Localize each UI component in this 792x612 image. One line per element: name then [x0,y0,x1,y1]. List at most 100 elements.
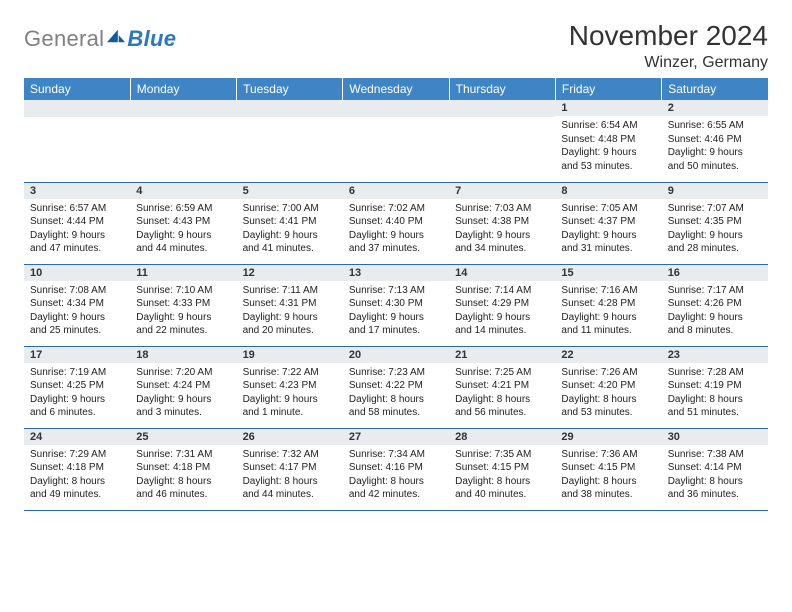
daylight-line: Daylight: 8 hours and 42 minutes. [349,475,443,502]
daylight-line: Daylight: 8 hours and 49 minutes. [30,475,124,502]
sunset-line: Sunset: 4:29 PM [455,297,549,311]
calendar-day-cell [449,100,555,182]
calendar-day-cell: 15Sunrise: 7:16 AMSunset: 4:28 PMDayligh… [555,264,661,346]
day-details: Sunrise: 7:20 AMSunset: 4:24 PMDaylight:… [130,363,236,424]
calendar-day-cell: 29Sunrise: 7:36 AMSunset: 4:15 PMDayligh… [555,428,661,510]
calendar-day-cell: 11Sunrise: 7:10 AMSunset: 4:33 PMDayligh… [130,264,236,346]
day-number: 13 [343,265,449,281]
day-number: 10 [24,265,130,281]
daylight-line: Daylight: 8 hours and 46 minutes. [136,475,230,502]
daylight-line: Daylight: 9 hours and 41 minutes. [243,229,337,256]
day-details: Sunrise: 7:19 AMSunset: 4:25 PMDaylight:… [24,363,130,424]
day-details: Sunrise: 7:14 AMSunset: 4:29 PMDaylight:… [449,281,555,342]
day-details: Sunrise: 7:13 AMSunset: 4:30 PMDaylight:… [343,281,449,342]
sunset-line: Sunset: 4:46 PM [668,133,762,147]
sunset-line: Sunset: 4:38 PM [455,215,549,229]
dow-header: Monday [130,78,236,100]
day-number: 17 [24,347,130,363]
day-details: Sunrise: 7:28 AMSunset: 4:19 PMDaylight:… [662,363,768,424]
day-details: Sunrise: 7:26 AMSunset: 4:20 PMDaylight:… [555,363,661,424]
sunrise-line: Sunrise: 7:26 AM [561,366,655,380]
day-number: 30 [662,429,768,445]
sunrise-line: Sunrise: 7:23 AM [349,366,443,380]
day-details: Sunrise: 6:59 AMSunset: 4:43 PMDaylight:… [130,199,236,260]
sunrise-line: Sunrise: 7:34 AM [349,448,443,462]
day-details: Sunrise: 6:57 AMSunset: 4:44 PMDaylight:… [24,199,130,260]
day-number: 26 [237,429,343,445]
day-details: Sunrise: 7:05 AMSunset: 4:37 PMDaylight:… [555,199,661,260]
title-block: November 2024 Winzer, Germany [569,20,768,72]
sunset-line: Sunset: 4:30 PM [349,297,443,311]
day-number: 9 [662,183,768,199]
day-details: Sunrise: 7:29 AMSunset: 4:18 PMDaylight:… [24,445,130,506]
sunrise-line: Sunrise: 7:11 AM [243,284,337,298]
day-number: 2 [662,100,768,116]
day-details: Sunrise: 7:23 AMSunset: 4:22 PMDaylight:… [343,363,449,424]
daylight-line: Daylight: 9 hours and 47 minutes. [30,229,124,256]
day-details: Sunrise: 7:35 AMSunset: 4:15 PMDaylight:… [449,445,555,506]
calendar-day-cell: 30Sunrise: 7:38 AMSunset: 4:14 PMDayligh… [662,428,768,510]
day-number: 5 [237,183,343,199]
sunrise-line: Sunrise: 7:32 AM [243,448,337,462]
day-number: 6 [343,183,449,199]
daylight-line: Daylight: 9 hours and 53 minutes. [561,146,655,173]
calendar-day-cell: 19Sunrise: 7:22 AMSunset: 4:23 PMDayligh… [237,346,343,428]
day-number: 22 [555,347,661,363]
calendar-day-cell: 22Sunrise: 7:26 AMSunset: 4:20 PMDayligh… [555,346,661,428]
sunrise-line: Sunrise: 6:54 AM [561,119,655,133]
day-number: 4 [130,183,236,199]
daylight-line: Daylight: 9 hours and 8 minutes. [668,311,762,338]
sunrise-line: Sunrise: 7:36 AM [561,448,655,462]
sunrise-line: Sunrise: 7:22 AM [243,366,337,380]
calendar-day-cell: 2Sunrise: 6:55 AMSunset: 4:46 PMDaylight… [662,100,768,182]
calendar-header: SundayMondayTuesdayWednesdayThursdayFrid… [24,78,768,100]
day-details: Sunrise: 7:10 AMSunset: 4:33 PMDaylight:… [130,281,236,342]
sunset-line: Sunset: 4:34 PM [30,297,124,311]
daylight-line: Daylight: 9 hours and 6 minutes. [30,393,124,420]
sunset-line: Sunset: 4:22 PM [349,379,443,393]
sunrise-line: Sunrise: 7:07 AM [668,202,762,216]
day-number: 8 [555,183,661,199]
daylight-line: Daylight: 9 hours and 14 minutes. [455,311,549,338]
sunset-line: Sunset: 4:20 PM [561,379,655,393]
dow-header: Tuesday [237,78,343,100]
sunrise-line: Sunrise: 7:29 AM [30,448,124,462]
day-details: Sunrise: 7:38 AMSunset: 4:14 PMDaylight:… [662,445,768,506]
calendar-day-cell: 18Sunrise: 7:20 AMSunset: 4:24 PMDayligh… [130,346,236,428]
calendar-day-cell [130,100,236,182]
day-details: Sunrise: 6:55 AMSunset: 4:46 PMDaylight:… [662,116,768,177]
daylight-line: Daylight: 8 hours and 51 minutes. [668,393,762,420]
calendar-day-cell: 14Sunrise: 7:14 AMSunset: 4:29 PMDayligh… [449,264,555,346]
sunset-line: Sunset: 4:41 PM [243,215,337,229]
sunset-line: Sunset: 4:35 PM [668,215,762,229]
calendar-day-cell: 13Sunrise: 7:13 AMSunset: 4:30 PMDayligh… [343,264,449,346]
calendar-day-cell: 20Sunrise: 7:23 AMSunset: 4:22 PMDayligh… [343,346,449,428]
daylight-line: Daylight: 8 hours and 40 minutes. [455,475,549,502]
calendar-day-cell: 6Sunrise: 7:02 AMSunset: 4:40 PMDaylight… [343,182,449,264]
calendar-day-cell: 28Sunrise: 7:35 AMSunset: 4:15 PMDayligh… [449,428,555,510]
day-number: 12 [237,265,343,281]
day-number: 29 [555,429,661,445]
sunrise-line: Sunrise: 7:38 AM [668,448,762,462]
calendar-day-cell: 27Sunrise: 7:34 AMSunset: 4:16 PMDayligh… [343,428,449,510]
sunrise-line: Sunrise: 6:55 AM [668,119,762,133]
dow-header: Sunday [24,78,130,100]
daylight-line: Daylight: 8 hours and 58 minutes. [349,393,443,420]
sunset-line: Sunset: 4:16 PM [349,461,443,475]
day-details: Sunrise: 7:34 AMSunset: 4:16 PMDaylight:… [343,445,449,506]
sunset-line: Sunset: 4:14 PM [668,461,762,475]
day-number: 15 [555,265,661,281]
dow-header: Friday [555,78,661,100]
sunset-line: Sunset: 4:26 PM [668,297,762,311]
sunset-line: Sunset: 4:18 PM [136,461,230,475]
sunrise-line: Sunrise: 6:59 AM [136,202,230,216]
day-details: Sunrise: 7:08 AMSunset: 4:34 PMDaylight:… [24,281,130,342]
sunrise-line: Sunrise: 7:03 AM [455,202,549,216]
sunset-line: Sunset: 4:15 PM [561,461,655,475]
day-details: Sunrise: 7:32 AMSunset: 4:17 PMDaylight:… [237,445,343,506]
sunrise-line: Sunrise: 7:00 AM [243,202,337,216]
sunset-line: Sunset: 4:44 PM [30,215,124,229]
dow-header: Thursday [449,78,555,100]
calendar-day-cell: 1Sunrise: 6:54 AMSunset: 4:48 PMDaylight… [555,100,661,182]
daylight-line: Daylight: 9 hours and 25 minutes. [30,311,124,338]
